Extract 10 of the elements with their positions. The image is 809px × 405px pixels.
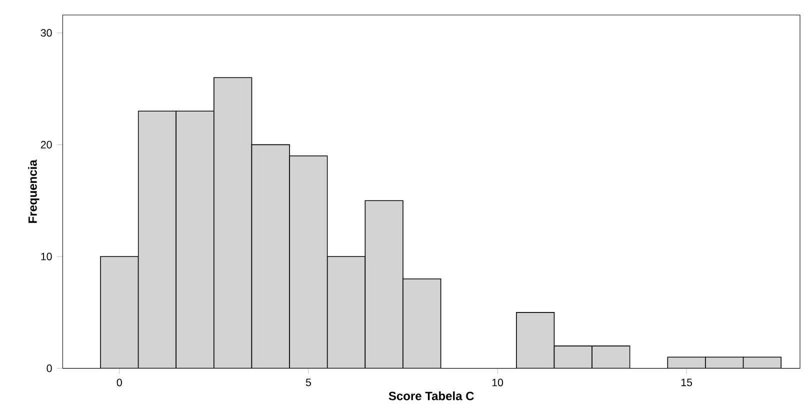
x-tick-label: 15: [681, 378, 692, 386]
y-tick-label: 0: [46, 364, 52, 372]
x-tick-label: 5: [306, 378, 311, 386]
x-tick-label: 10: [492, 378, 504, 386]
y-tick-label: 30: [40, 29, 52, 37]
x-tick-label: 0: [116, 378, 122, 386]
y-tick-label: 20: [40, 141, 52, 149]
y-tick-label: 10: [41, 252, 52, 260]
y-axis-title: Frequencia: [28, 160, 40, 224]
x-axis-title: Score Tabela C: [388, 392, 474, 400]
